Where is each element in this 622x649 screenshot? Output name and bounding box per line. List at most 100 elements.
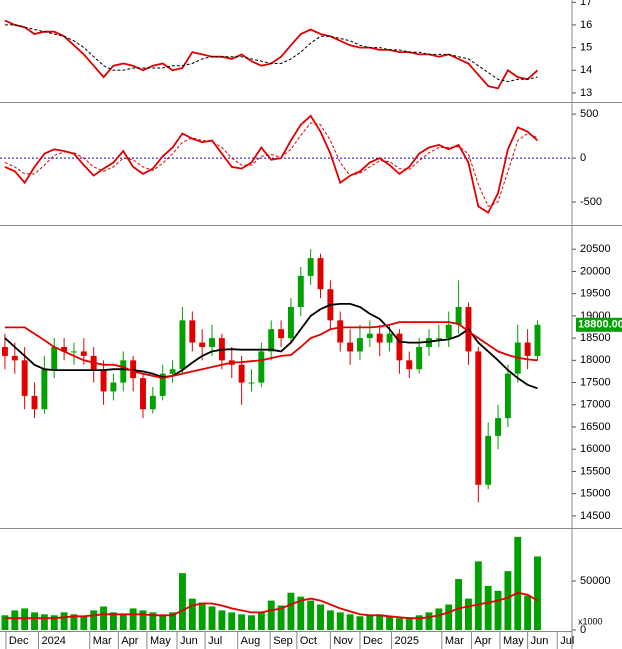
candle-body — [357, 338, 363, 352]
volume-bar — [445, 604, 453, 630]
volume-bar — [425, 612, 433, 630]
volume-bar — [11, 610, 19, 630]
y-tick-label: 20000 — [580, 265, 611, 277]
candle-body — [140, 378, 146, 410]
volume-bar — [198, 602, 206, 630]
y-tick-label: 17 — [580, 0, 592, 8]
candle-body — [317, 258, 324, 290]
volume-bar — [317, 604, 324, 630]
volume-bar — [218, 610, 226, 630]
last-price-label: 18800.00 — [578, 319, 622, 331]
candle-body — [268, 329, 275, 352]
volume-bar — [484, 585, 492, 630]
indicator-line — [4, 303, 538, 390]
candle-body — [347, 342, 354, 352]
candle-body — [169, 369, 176, 374]
y-tick-label: 15 — [580, 42, 592, 54]
candle-body — [100, 369, 107, 392]
volume-bar — [60, 612, 68, 630]
candle-body — [71, 351, 77, 353]
volume-bar — [208, 606, 216, 630]
unit-label: x1000 — [578, 616, 603, 626]
y-tick-label: 16 — [580, 19, 592, 31]
volume-bar — [307, 600, 315, 630]
volume-bar — [494, 590, 502, 630]
candle-body — [51, 347, 58, 370]
volume-bar — [159, 615, 167, 630]
indicator-line — [4, 24, 538, 83]
candle-body — [61, 347, 68, 352]
x-tick-label: May — [150, 635, 171, 647]
candle-body — [534, 324, 541, 356]
candle-body — [209, 338, 215, 347]
x-tick-label: Apr — [474, 635, 491, 647]
candle-body — [189, 320, 196, 343]
volume-bar — [356, 616, 364, 630]
y-tick-label: 15500 — [580, 465, 611, 477]
volume-bar — [376, 614, 384, 630]
x-tick-label: Nov — [333, 635, 353, 647]
candle-body — [248, 382, 255, 384]
candle-body — [416, 347, 423, 370]
y-tick-label: 17500 — [580, 376, 611, 388]
volume-bar — [248, 615, 255, 630]
volume-bar — [228, 612, 236, 630]
volume-bar — [504, 571, 512, 630]
volume-bar — [464, 598, 472, 630]
x-tick-label: Jun — [180, 635, 198, 647]
y-tick-label: 0 — [580, 152, 586, 164]
x-tick-label: May — [503, 635, 524, 647]
y-tick-label: 13 — [580, 87, 592, 99]
volume-bar — [524, 595, 532, 630]
volume-bar — [277, 605, 285, 630]
y-tick-label: 14 — [580, 64, 592, 76]
x-tick-label: Mar — [93, 635, 112, 647]
volume-bar — [21, 608, 29, 630]
volume-bar — [346, 614, 354, 630]
x-tick-label: Dec — [9, 635, 29, 647]
volume-bar — [31, 612, 38, 630]
y-tick-label: 18000 — [580, 354, 611, 366]
volume-bar — [267, 600, 275, 630]
volume-bar — [149, 612, 157, 630]
volume-bar — [129, 608, 137, 630]
candle-body — [159, 373, 166, 396]
candle-body — [149, 395, 156, 410]
candle-body — [1, 347, 8, 356]
volume-bar — [238, 614, 246, 630]
volume-bar — [405, 617, 413, 630]
y-tick-label: 50000 — [580, 575, 611, 587]
volume-bar — [257, 612, 265, 630]
y-tick-label: 500 — [580, 108, 598, 120]
volume-bar — [514, 536, 522, 630]
y-tick-label: 0 — [580, 624, 586, 636]
volume-bar — [1, 615, 9, 630]
volume-bar — [40, 614, 48, 630]
candle-body — [406, 360, 413, 370]
candle-body — [396, 333, 403, 361]
volume-bar — [287, 592, 295, 630]
candle-body — [11, 355, 18, 361]
indicator-line — [4, 591, 538, 620]
x-tick-label: Aug — [241, 635, 261, 647]
volume-bar — [119, 614, 127, 630]
last-price-box — [576, 317, 622, 332]
volume-bar — [80, 616, 88, 630]
y-tick-label: -500 — [580, 196, 602, 208]
volume-bar — [366, 615, 374, 630]
indicator-line — [4, 321, 538, 380]
candle-body — [386, 333, 393, 343]
indicator-line — [4, 122, 538, 208]
candle-body — [485, 435, 492, 485]
y-tick-label: 20500 — [580, 243, 611, 255]
candle-body — [504, 373, 511, 419]
candle-body — [31, 395, 38, 410]
candle-body — [80, 351, 87, 356]
volume-bar — [90, 610, 98, 630]
volume-bar — [415, 615, 423, 630]
x-tick-label: 2025 — [395, 635, 419, 647]
x-tick-label: Jun — [531, 635, 549, 647]
candle-body — [307, 258, 314, 276]
